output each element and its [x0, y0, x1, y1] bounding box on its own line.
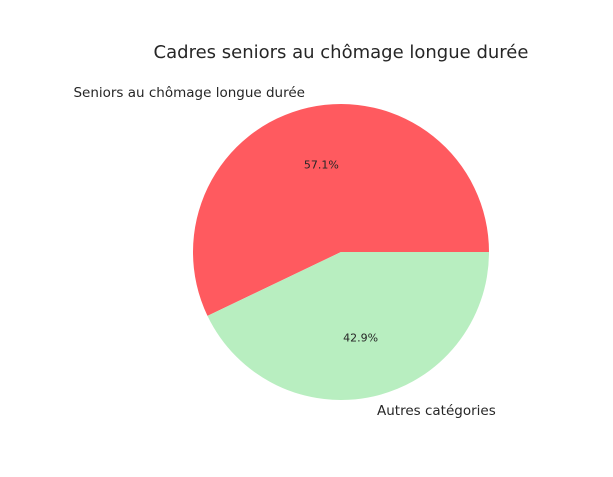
percent-label: 42.9% [343, 332, 378, 345]
pie-slice [193, 103, 489, 316]
slice-label: Seniors au chômage longue durée [73, 85, 305, 101]
percent-label: 57.1% [304, 158, 339, 171]
slice-label: Autres catégories [377, 403, 496, 419]
pie-slice [207, 252, 489, 400]
chart-title: Cadres seniors au chômage longue durée [154, 42, 529, 63]
